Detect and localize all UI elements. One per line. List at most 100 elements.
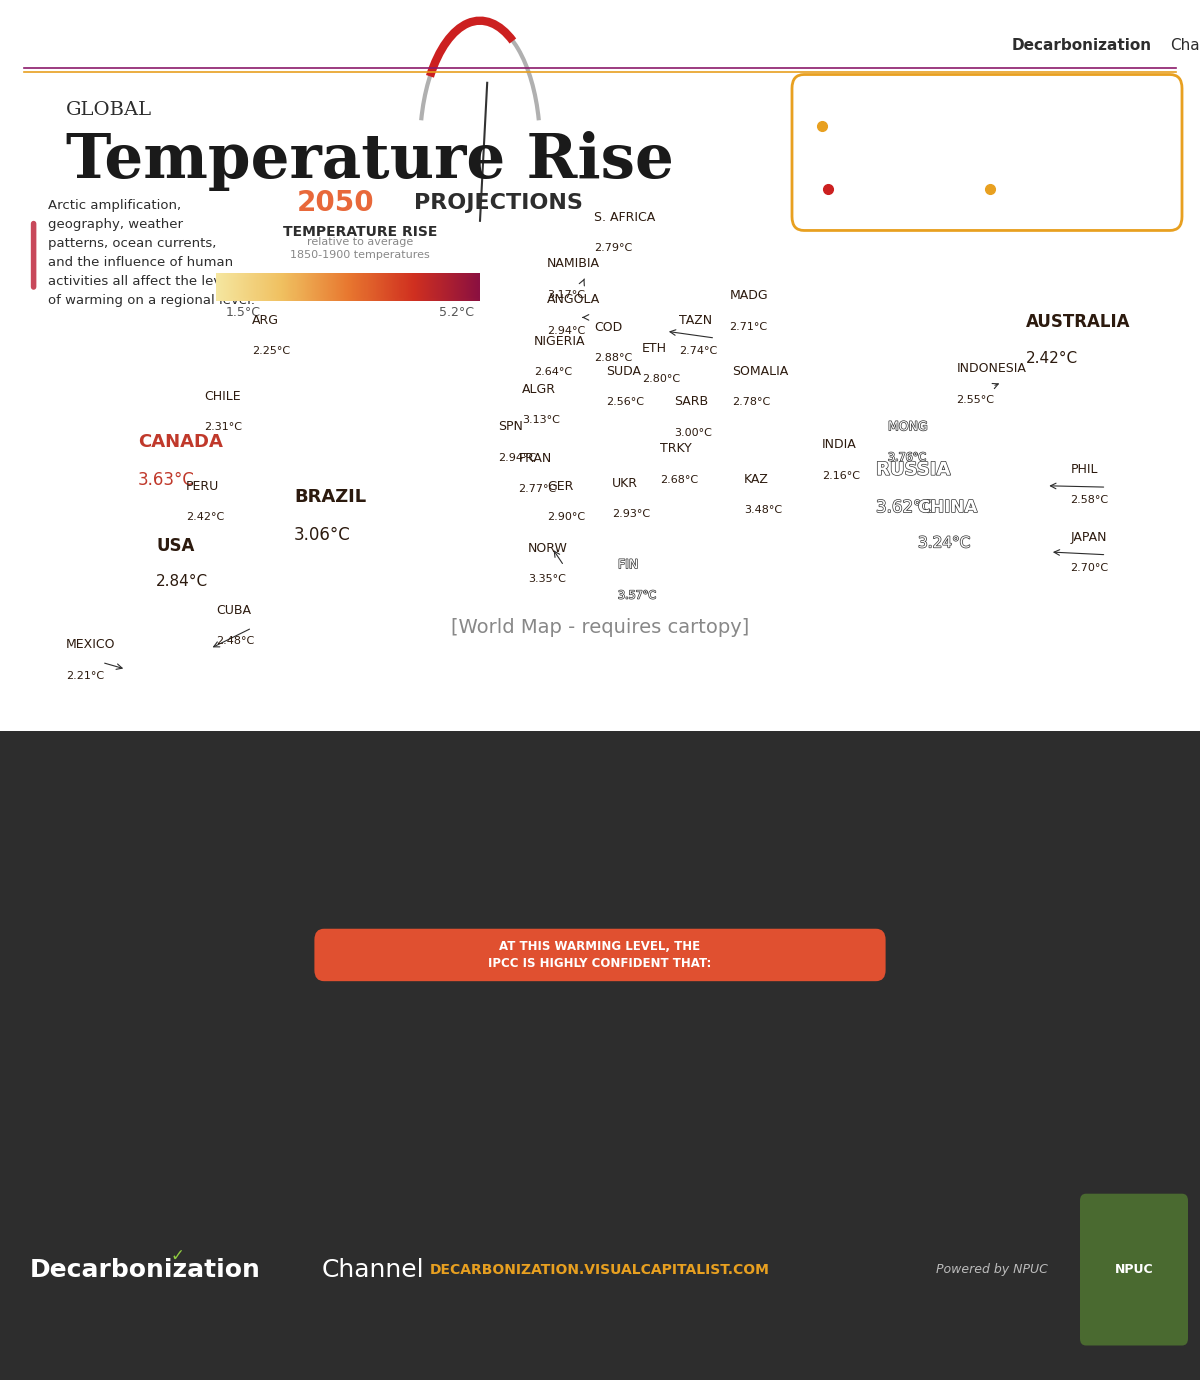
Text: BERKELEY EARTH: BERKELEY EARTH (876, 1108, 984, 1119)
Text: MAX: MAX (840, 184, 869, 195)
Text: (titled SSP2-4.5), which is the closest to expected emissions under current poli: (titled SSP2-4.5), which is the closest … (36, 1121, 472, 1132)
Text: 3.48°C: 3.48°C (744, 505, 782, 515)
Text: MADG: MADG (730, 290, 768, 302)
Text: 2.90°C: 2.90°C (547, 512, 586, 522)
Text: Nearly all ecosystems
will face high risks of
biodiversity loss: Nearly all ecosystems will face high ris… (532, 1007, 668, 1057)
Text: 2.75°C: 2.75°C (906, 157, 1052, 196)
Text: 2.58°C: 2.58°C (1070, 495, 1109, 505)
Text: 2.84°C: 2.84°C (156, 574, 208, 589)
Text: RUSSIA: RUSSIA (876, 461, 950, 479)
Text: CUBA: CUBA (216, 604, 251, 617)
Text: INDIA: INDIA (822, 439, 857, 451)
Text: 2.68°C: 2.68°C (660, 475, 698, 484)
FancyBboxPatch shape (0, 731, 1200, 1380)
Text: Arctic amplification,
geography, weather
patterns, ocean currents,
and the influ: Arctic amplification, geography, weather… (48, 199, 256, 306)
Text: ✓: ✓ (170, 1246, 185, 1265)
Text: 2.74°C: 2.74°C (679, 346, 718, 356)
Text: JAPAN: JAPAN (1070, 531, 1106, 544)
Text: Powered by NPUC: Powered by NPUC (936, 1263, 1048, 1276)
Text: This map shows warming projections based on the IPCC's "middle-of-the-road" scen: This map shows warming projections based… (36, 1108, 494, 1119)
Text: AT THIS WARMING LEVEL, THE
IPCC IS HIGHLY CONFIDENT THAT:: AT THIS WARMING LEVEL, THE IPCC IS HIGHL… (488, 940, 712, 970)
Text: ★: ★ (90, 1014, 114, 1042)
Text: 1.5°C: 1.5°C (226, 306, 260, 319)
FancyBboxPatch shape (314, 929, 886, 981)
Text: TRKY: TRKY (660, 443, 691, 455)
Text: Source:: Source: (36, 1094, 84, 1105)
Text: 2.64°C: 2.64°C (534, 367, 572, 377)
Text: Berkeley Earth, Intergovernmental Panel on Climate Change: Berkeley Earth, Intergovernmental Panel … (98, 1094, 436, 1105)
Text: 2.42°C: 2.42°C (1026, 351, 1078, 366)
Text: SOMALIA: SOMALIA (732, 366, 788, 378)
FancyBboxPatch shape (1080, 1194, 1188, 1346)
Text: NAMIBIA: NAMIBIA (547, 258, 600, 270)
Text: 3.57°C: 3.57°C (618, 591, 656, 600)
Text: Extreme weather
events will be more
frequent and intense: Extreme weather events will be more freq… (126, 1007, 258, 1057)
Text: 3.35°C: 3.35°C (528, 574, 566, 584)
Text: GLOBAL: GLOBAL (66, 101, 152, 120)
Text: 3.13°C: 3.13°C (522, 415, 560, 425)
Text: PERU: PERU (186, 480, 220, 493)
Text: 2.48°C: 2.48°C (216, 636, 254, 646)
Text: GER: GER (547, 480, 574, 493)
Text: 2.25°C: 2.25°C (252, 346, 290, 356)
Text: CHILE: CHILE (204, 391, 241, 403)
Text: 2.78°C: 2.78°C (732, 397, 770, 407)
Text: SUDA: SUDA (606, 366, 641, 378)
Text: 2.31°C: 2.31°C (204, 422, 242, 432)
Text: 3.24°C: 3.24°C (918, 535, 971, 551)
Text: 3.76°C: 3.76°C (888, 453, 926, 462)
Text: Projection data provided by: Projection data provided by (624, 1108, 779, 1119)
Text: 2.70°C: 2.70°C (1070, 563, 1109, 573)
Text: ALGR: ALGR (522, 384, 556, 396)
Text: S. AFRICA: S. AFRICA (594, 211, 655, 224)
Text: KAZ: KAZ (744, 473, 769, 486)
Text: 3.06°C: 3.06°C (294, 526, 350, 544)
Text: 2.71°C: 2.71°C (730, 322, 768, 331)
Text: 2.42°C: 2.42°C (186, 512, 224, 522)
Text: ★: ★ (834, 1014, 858, 1042)
Text: AVERAGE, 2050: AVERAGE, 2050 (836, 132, 934, 144)
Text: relative to average
1850-1900 temperatures: relative to average 1850-1900 temperatur… (290, 237, 430, 259)
Text: 2.80°C: 2.80°C (642, 374, 680, 384)
Text: NORW: NORW (528, 542, 568, 555)
Text: SPN: SPN (498, 421, 523, 433)
Text: 2.79°C: 2.79°C (594, 243, 632, 253)
Text: MIN: MIN (1002, 184, 1026, 195)
Text: 3.63°C: 3.63°C (138, 471, 194, 489)
Text: .: . (1026, 1110, 1030, 1121)
Text: Channel: Channel (1170, 39, 1200, 52)
Text: 3.17°C: 3.17°C (547, 290, 586, 299)
Text: 2.02°C: 2.02°C (1013, 195, 1094, 217)
Text: [World Map - requires cartopy]: [World Map - requires cartopy] (451, 618, 749, 638)
Text: ARG: ARG (252, 315, 278, 327)
Text: PROJECTIONS: PROJECTIONS (414, 193, 582, 213)
Text: DECARBONIZATION.VISUALCAPITALIST.COM: DECARBONIZATION.VISUALCAPITALIST.COM (430, 1263, 770, 1276)
Text: 2.56°C: 2.56°C (606, 397, 644, 407)
Text: Temperature Rise: Temperature Rise (66, 131, 674, 192)
Text: 3.00°C: 3.00°C (674, 428, 713, 437)
Text: ETH: ETH (642, 342, 667, 355)
Text: NPUC: NPUC (1115, 1263, 1153, 1276)
Text: COD: COD (594, 322, 623, 334)
Text: Decarbonization: Decarbonization (1012, 39, 1152, 52)
Text: FRAN: FRAN (518, 453, 552, 465)
Text: 2.94°C: 2.94°C (547, 326, 586, 335)
Text: 2.88°C: 2.88°C (594, 353, 632, 363)
Text: PHIL: PHIL (1070, 464, 1098, 476)
Text: 3.76°C: 3.76°C (853, 195, 935, 217)
Text: ANGOLA: ANGOLA (547, 294, 600, 306)
Text: UKR: UKR (612, 477, 638, 490)
Text: NIGERIA: NIGERIA (534, 335, 586, 348)
Text: INDONESIA: INDONESIA (956, 363, 1026, 375)
Text: CANADA: CANADA (138, 433, 223, 451)
Text: 2.93°C: 2.93°C (612, 509, 650, 519)
Text: TAZN: TAZN (679, 315, 713, 327)
Text: USA: USA (156, 537, 194, 555)
Text: CHINA: CHINA (918, 498, 977, 516)
Text: 2.77°C: 2.77°C (518, 484, 557, 494)
Text: Accelerated sea level
rise will threaten
coastal cities: Accelerated sea level rise will threaten… (929, 1007, 1063, 1057)
Text: 5.2°C: 5.2°C (439, 306, 474, 319)
Text: 2050: 2050 (298, 189, 374, 217)
Text: TEMPERATURE RISE: TEMPERATURE RISE (283, 225, 437, 239)
Text: BRAZIL: BRAZIL (294, 489, 366, 506)
